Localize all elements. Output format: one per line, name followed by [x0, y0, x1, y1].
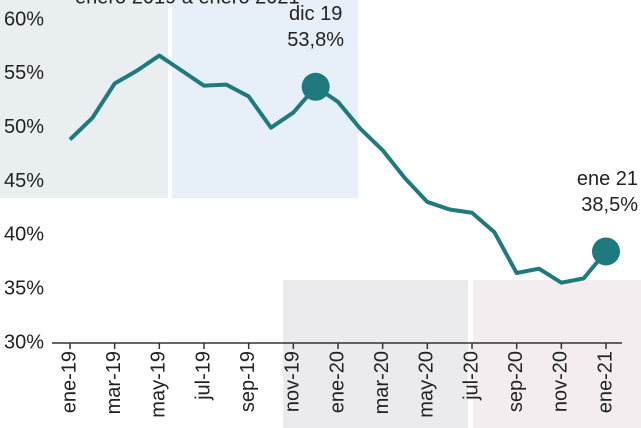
x-tick-label: sep-20: [505, 351, 527, 412]
y-tick-label: 45%: [4, 170, 44, 192]
period-band: [0, 0, 168, 198]
highlight-marker: [592, 237, 620, 266]
y-tick-label: 50%: [4, 116, 44, 138]
x-tick-label: ene-19: [58, 351, 80, 413]
period-band: [283, 280, 468, 428]
y-tick-label: 60%: [4, 8, 44, 30]
x-tick-label: may-20: [416, 351, 438, 418]
highlight-marker: [301, 72, 330, 101]
x-tick-label: jul-20: [460, 351, 482, 401]
x-tick-label: ene-21: [594, 351, 616, 413]
point-label: ene 21: [577, 168, 638, 190]
x-tick-label: mar-19: [103, 351, 125, 414]
point-label: dic 19: [289, 3, 342, 25]
x-tick-label: mar-20: [371, 351, 393, 414]
subtitle: enero 2019 a enero 2021: [75, 0, 300, 8]
x-tick-label: sep-19: [237, 351, 259, 412]
y-tick-label: 35%: [4, 277, 44, 299]
x-tick-label: nov-20: [550, 351, 572, 412]
y-tick-label: 40%: [4, 224, 44, 246]
period-band: [172, 0, 358, 198]
x-tick-label: ene-20: [326, 351, 348, 413]
value-label: 53,8%: [287, 29, 344, 51]
value-label: 38,5%: [581, 194, 638, 216]
line-series: [68, 53, 608, 285]
x-tick-label: jul-19: [192, 351, 214, 401]
x-tick-label: nov-19: [282, 351, 304, 412]
period-band: [473, 280, 641, 428]
y-tick-label: 30%: [4, 331, 44, 353]
y-tick-label: 55%: [4, 62, 44, 84]
x-tick-label: may-19: [148, 351, 170, 418]
